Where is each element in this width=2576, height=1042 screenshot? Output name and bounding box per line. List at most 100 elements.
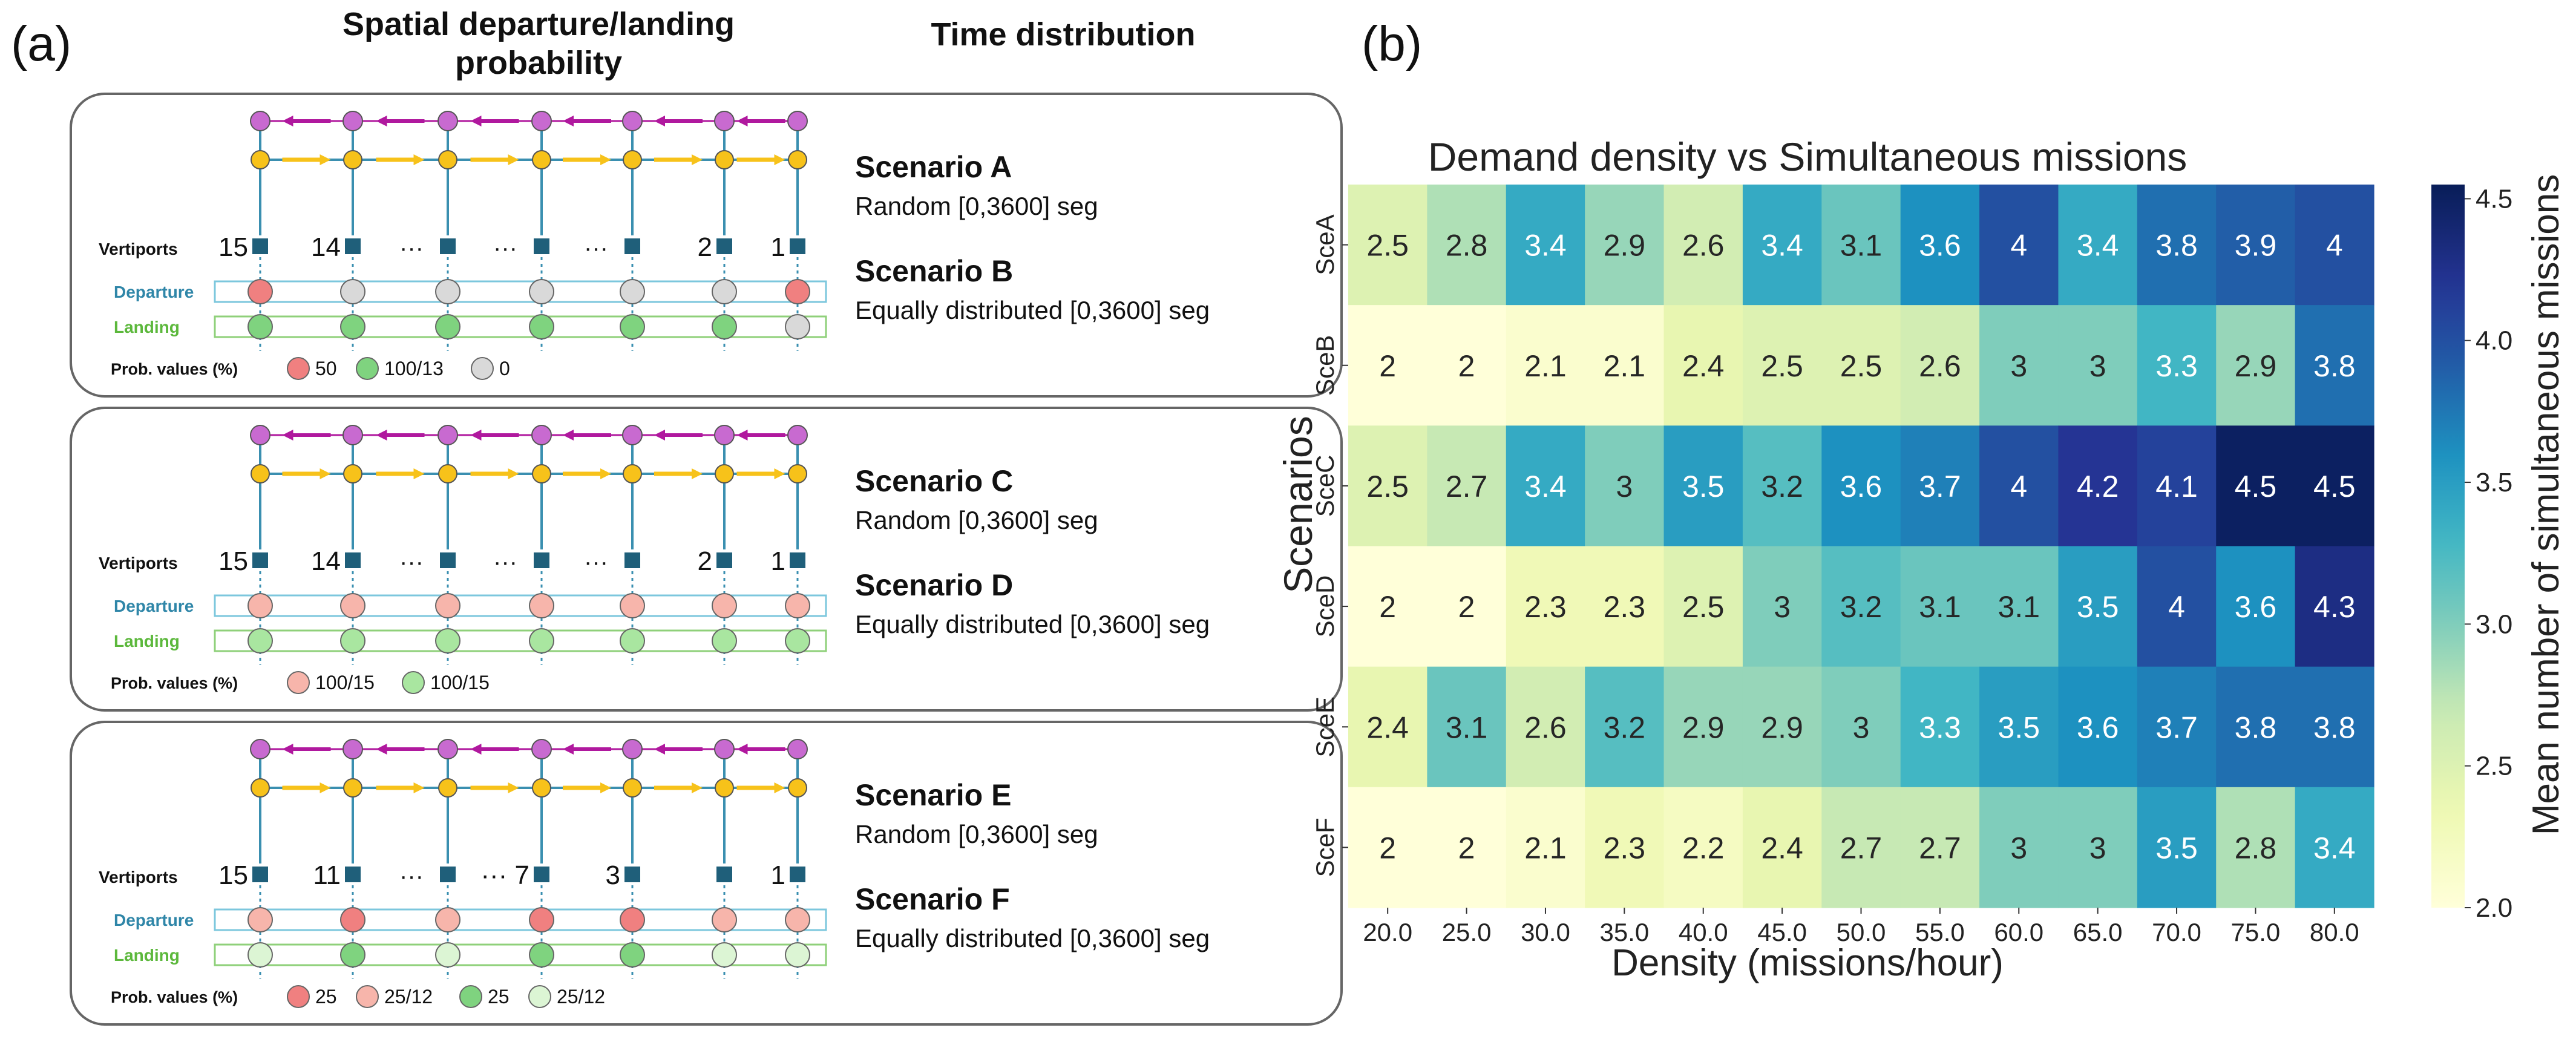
cell-value-label: 3.9 <box>2235 229 2277 263</box>
vertiport-number: ··· <box>399 235 424 261</box>
landing-prob-circle <box>435 628 460 654</box>
cell-value-label: 2.9 <box>1682 710 1725 744</box>
landing-prob-circle <box>247 628 273 654</box>
purple-arrow-head <box>736 116 748 126</box>
orange-arrow-head <box>508 468 519 479</box>
heatmap-cell <box>1663 305 1743 426</box>
vertiport-square <box>252 867 268 882</box>
vertiport-square <box>716 238 732 254</box>
cell-value-label: 2 <box>1458 590 1475 624</box>
purple-node <box>714 739 735 759</box>
orange-node <box>343 150 362 169</box>
purple-arrow-head <box>376 430 387 441</box>
heatmap-cell <box>1742 185 1822 306</box>
heatmap-cell <box>1821 666 1901 788</box>
orange-node <box>438 778 457 798</box>
heatmap-cell <box>1900 425 1980 547</box>
heatmap-cell <box>2137 787 2217 908</box>
cell-value-label: 3.1 <box>1446 710 1488 744</box>
departure-prob-circle <box>620 593 645 618</box>
orange-node <box>623 778 642 798</box>
vertiport-number: 1 <box>771 232 785 262</box>
purple-node <box>622 425 643 445</box>
heatmap-cell <box>1427 185 1507 306</box>
cell-value-label: 2.6 <box>1524 710 1567 744</box>
departure-prob-circle <box>712 593 737 618</box>
heatmap-cell <box>1348 666 1427 788</box>
landing-prob-circle <box>529 942 554 968</box>
cell-value-label: 2.5 <box>1682 590 1725 624</box>
scenario-box-frame <box>70 93 1343 398</box>
heatmap-cell <box>1979 787 2059 908</box>
scenario-description: Random [0,3600] seg <box>855 506 1098 534</box>
orange-arrow-head <box>774 468 785 479</box>
scenario-box-2: Vertiports Departure Landing Prob. values (… <box>70 407 1343 712</box>
heatmap-cell <box>1821 425 1901 547</box>
landing-bar <box>214 629 827 652</box>
purple-arrow-head <box>563 430 574 441</box>
purple-node <box>531 739 552 759</box>
orange-arrow-head <box>692 782 703 793</box>
cell-value-label: 3.2 <box>1840 590 1883 624</box>
legend-label: 100/15 <box>315 672 375 693</box>
legend-swatch <box>471 357 494 380</box>
heatmap-cell <box>1821 546 1901 667</box>
x-tick-label: 70.0 <box>2152 918 2201 946</box>
orange-node <box>532 150 551 169</box>
vertiport-number: 2 <box>698 546 712 576</box>
heatmap-cell <box>1506 185 1585 306</box>
prob-values-label: Prob. values (%) <box>111 360 238 378</box>
heatmap-cell <box>1663 425 1743 547</box>
vertiport-square <box>716 867 732 882</box>
landing-prob-circle <box>529 628 554 654</box>
purple-arrow-head <box>282 116 293 126</box>
cell-value-label: 2.5 <box>1840 349 1883 383</box>
cell-value-label: 3.1 <box>1919 590 1961 624</box>
cell-value-label: 3.4 <box>2313 831 2356 865</box>
orange-node <box>343 464 362 483</box>
cell-value-label: 2.3 <box>1604 590 1646 624</box>
scenario-title: Scenario C <box>855 464 1013 498</box>
vertiport-square <box>252 552 268 568</box>
legend-label: 100/15 <box>430 672 490 693</box>
vertiport-number: 1 <box>771 546 785 576</box>
purple-arrow-head <box>470 744 482 755</box>
heatmap-cell <box>1742 305 1822 426</box>
cell-value-label: 3 <box>2089 349 2106 383</box>
cell-value-label: 2.5 <box>1366 229 1409 263</box>
departure-prob-circle <box>529 593 554 618</box>
vertiport-square <box>624 867 640 882</box>
header-spatial-line2: probability <box>455 45 622 81</box>
orange-node <box>623 464 642 483</box>
heatmap-cell <box>1585 666 1665 788</box>
colorbar-tick-label: 3.0 <box>2476 609 2512 639</box>
landing-prob-circle <box>435 942 460 968</box>
cell-value-label: 3.8 <box>2313 710 2356 744</box>
purple-node <box>622 111 643 131</box>
panel-a: (a) Spatial departure/landing probabilit… <box>11 6 1343 1026</box>
heatmap-cell <box>1348 305 1427 426</box>
departure-bar <box>214 280 827 303</box>
cell-value-label: 2 <box>1458 831 1475 865</box>
heatmap-cell <box>1742 666 1822 788</box>
orange-node <box>438 150 457 169</box>
legend-swatch <box>287 985 310 1008</box>
departure-bar <box>214 594 827 617</box>
departure-prob-circle <box>435 907 460 932</box>
colorbar-tick-label: 2.0 <box>2476 893 2512 923</box>
landing-prob-circle <box>247 314 273 339</box>
purple-node <box>342 425 363 445</box>
landing-prob-circle <box>712 628 737 654</box>
heatmap-cell <box>2216 787 2296 908</box>
landing-prob-circle <box>340 314 365 339</box>
orange-node <box>251 464 270 483</box>
vertiport-square <box>440 552 456 568</box>
orange-arrow-head <box>600 782 611 793</box>
cell-value-label: 3.4 <box>1761 229 1803 263</box>
vertiport-number: 3 <box>606 860 620 890</box>
cell-value-label: 4 <box>2010 470 2027 503</box>
orange-arrow-head <box>774 782 785 793</box>
x-tick-label: 60.0 <box>1994 918 2043 946</box>
heatmap-cell <box>1585 546 1665 667</box>
scenario-title: Scenario A <box>855 150 1012 184</box>
